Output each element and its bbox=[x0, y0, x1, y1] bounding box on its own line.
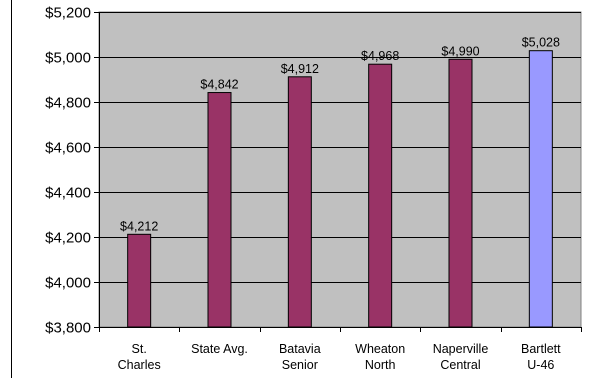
data-label: $5,028 bbox=[522, 36, 560, 50]
y-tick-label: $4,200 bbox=[45, 230, 91, 247]
data-labels: $4,212 $4,842 $4,912 $4,968 $4,990 $5,028 bbox=[120, 36, 560, 234]
x-tick-label: Naperville Central bbox=[433, 342, 489, 372]
data-label: $4,842 bbox=[200, 78, 238, 92]
bar bbox=[368, 63, 393, 328]
y-tick-label: $4,600 bbox=[45, 140, 91, 157]
y-tick-label: $4,000 bbox=[45, 275, 91, 292]
y-tick-label: $4,400 bbox=[45, 185, 91, 202]
data-label: $4,912 bbox=[281, 62, 319, 76]
y-tick-label: $5,000 bbox=[45, 50, 91, 67]
gridlines bbox=[99, 12, 581, 283]
bar bbox=[287, 76, 312, 328]
x-tick-label: St. Charles bbox=[118, 342, 161, 372]
x-axis-tick-labels: St. Charles State Avg. Batavia Senior Wheaton… bbox=[118, 342, 562, 372]
data-label: $4,968 bbox=[361, 49, 399, 63]
axes bbox=[94, 12, 582, 332]
bar bbox=[127, 233, 152, 328]
x-tick-label: State Avg. bbox=[191, 342, 248, 356]
x-tick-label: Bartlett U-46 bbox=[521, 342, 561, 372]
bar bbox=[528, 50, 553, 328]
x-tick-label: Batavia Senior bbox=[279, 342, 321, 372]
data-label: $4,212 bbox=[120, 219, 158, 233]
y-axis-tick-labels: $3,800 $4,000 $4,200 $4,400 $4,600 $4,800 $5,0… bbox=[45, 5, 91, 337]
y-tick-label: $3,800 bbox=[45, 320, 91, 337]
y-tick-label: $5,200 bbox=[45, 5, 91, 22]
bar bbox=[207, 92, 232, 328]
plot-area bbox=[98, 11, 582, 328]
data-label: $4,990 bbox=[441, 44, 479, 58]
y-tick-label: $4,800 bbox=[45, 95, 91, 112]
x-tick-label: Wheaton North bbox=[355, 342, 405, 372]
bar bbox=[448, 58, 473, 328]
